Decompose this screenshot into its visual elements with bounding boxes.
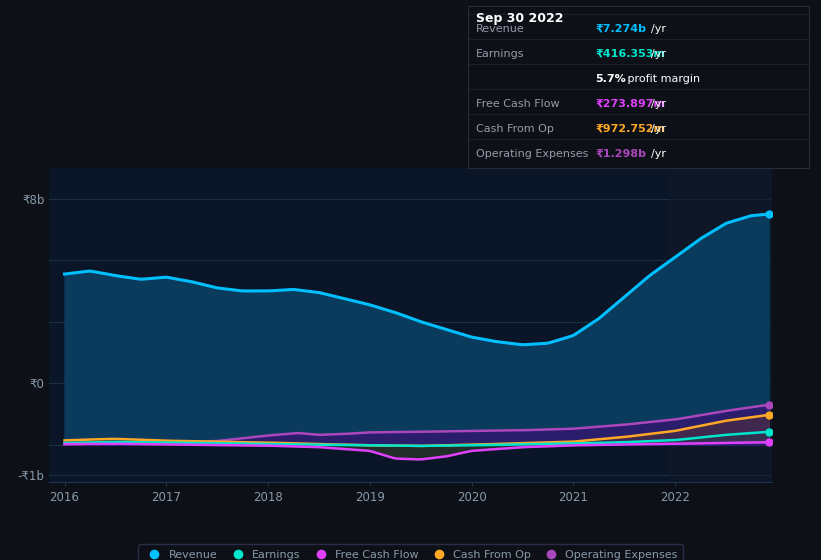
Legend: Revenue, Earnings, Free Cash Flow, Cash From Op, Operating Expenses: Revenue, Earnings, Free Cash Flow, Cash … (138, 544, 683, 560)
Text: /yr: /yr (651, 24, 666, 34)
Text: profit margin: profit margin (624, 74, 700, 84)
Text: /yr: /yr (651, 124, 666, 134)
Text: Free Cash Flow: Free Cash Flow (476, 99, 560, 109)
Text: /yr: /yr (651, 49, 666, 59)
Text: /yr: /yr (651, 149, 666, 159)
Text: ₹273.897m: ₹273.897m (595, 99, 665, 109)
Text: ₹7.274b: ₹7.274b (595, 24, 646, 34)
Text: Revenue: Revenue (476, 24, 525, 34)
Text: Sep 30 2022: Sep 30 2022 (476, 12, 564, 25)
Text: /yr: /yr (651, 99, 666, 109)
Text: ₹972.752m: ₹972.752m (595, 124, 665, 134)
Text: 5.7%: 5.7% (595, 74, 626, 84)
Text: ₹1.298b: ₹1.298b (595, 149, 646, 159)
Text: Earnings: Earnings (476, 49, 525, 59)
Text: Operating Expenses: Operating Expenses (476, 149, 589, 159)
Text: Cash From Op: Cash From Op (476, 124, 554, 134)
Text: ₹416.353m: ₹416.353m (595, 49, 665, 59)
Bar (670, 168, 772, 482)
